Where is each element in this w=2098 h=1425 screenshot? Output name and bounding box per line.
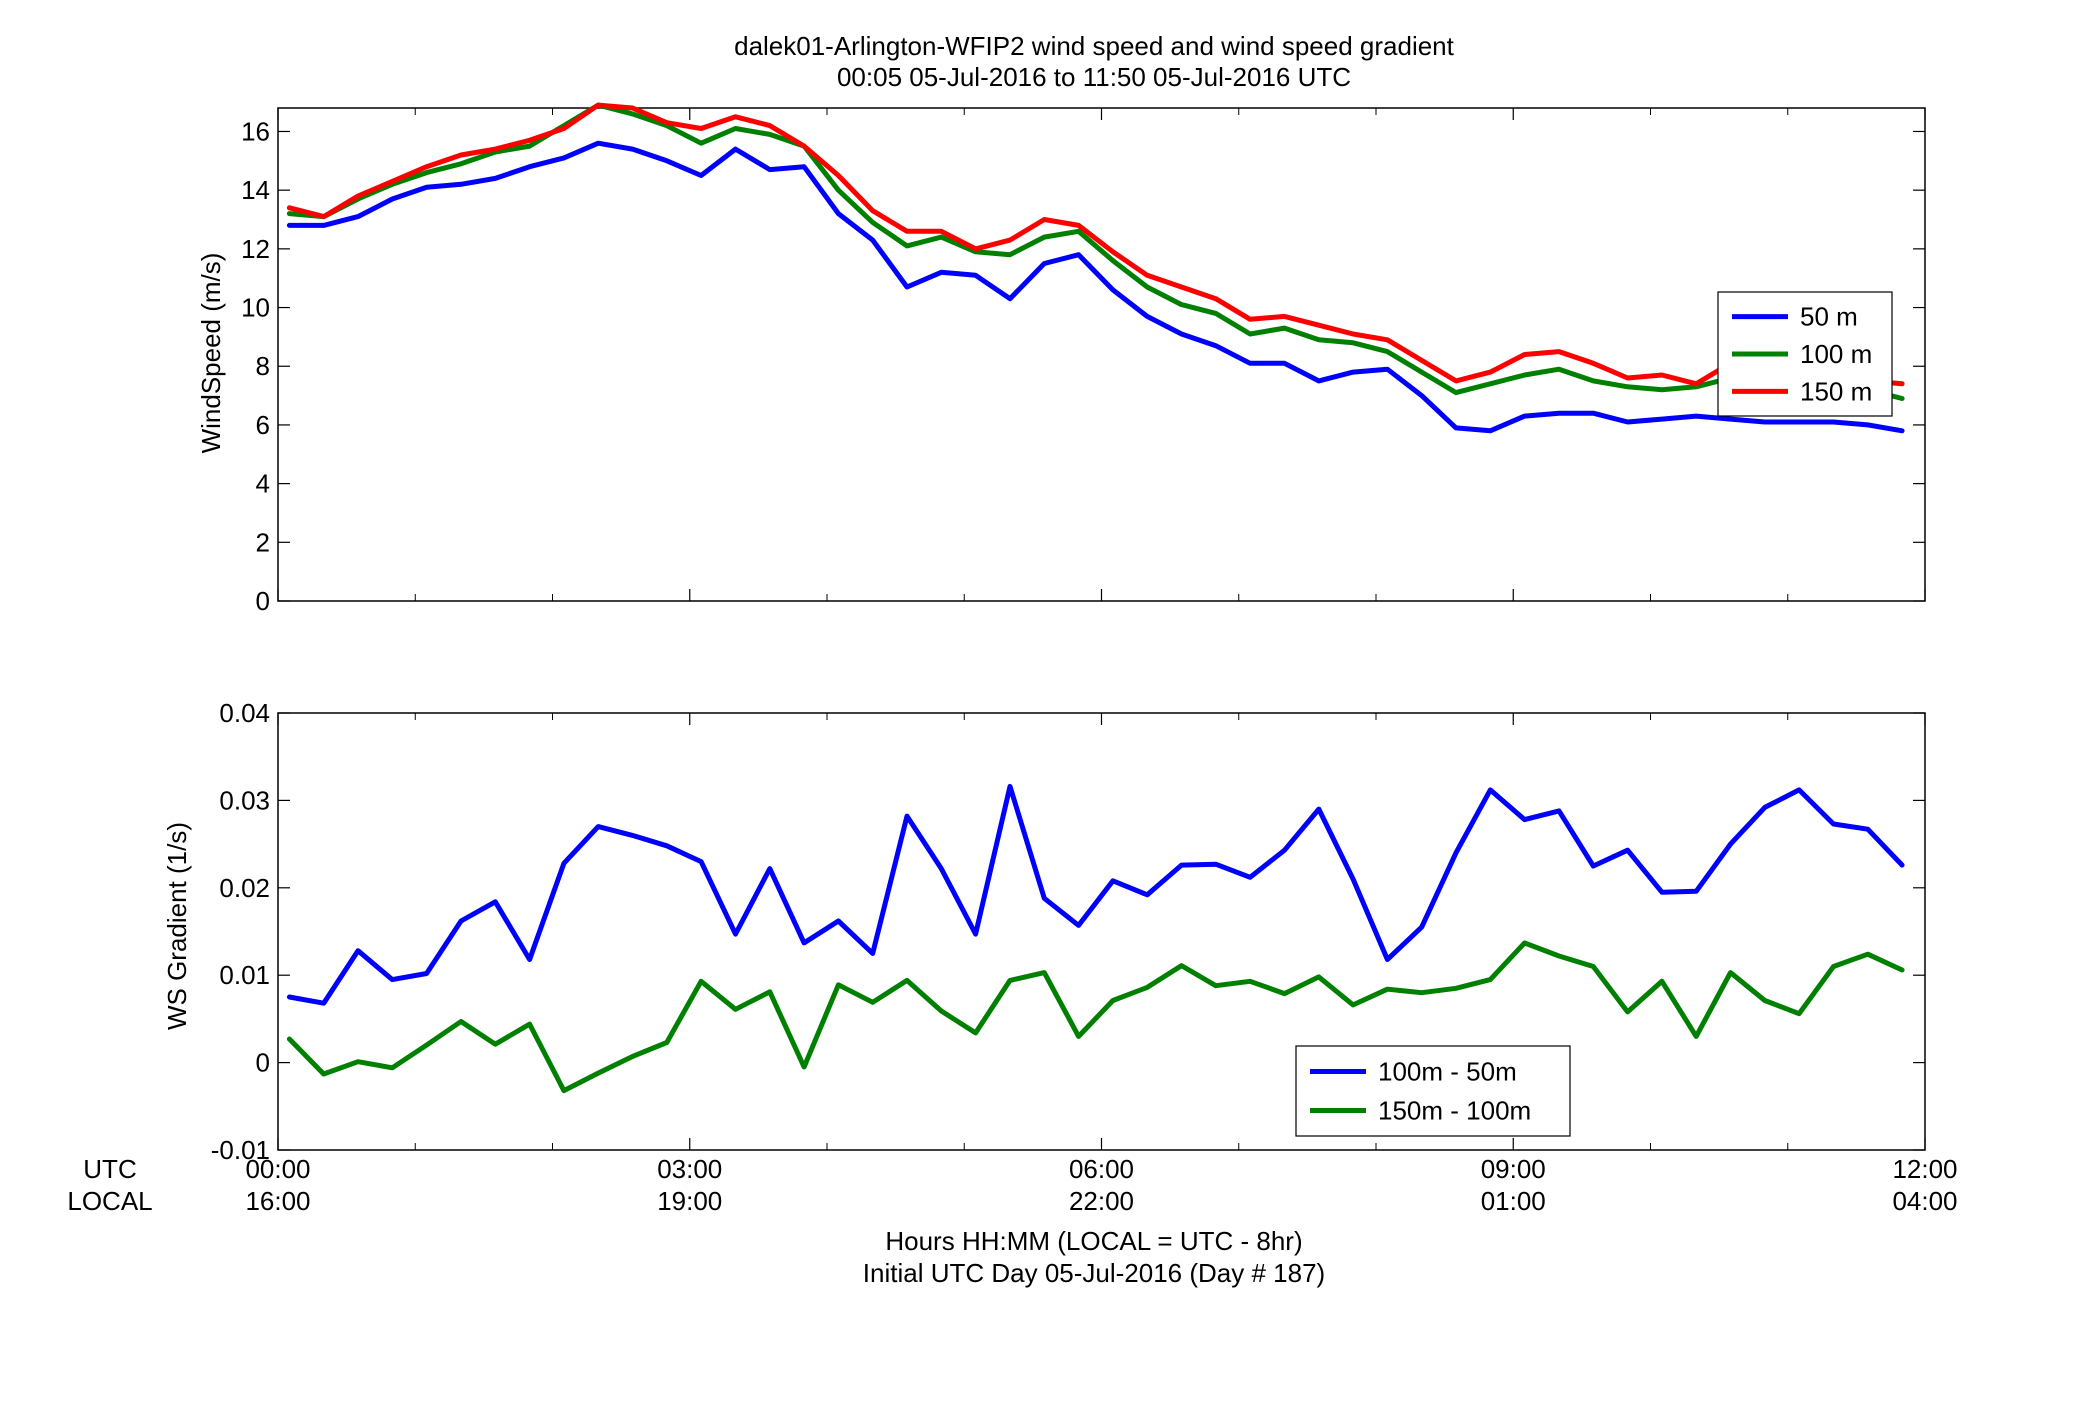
y-tick-label: 0.04 <box>219 698 270 728</box>
x-tick-label-utc: 00:00 <box>245 1154 310 1184</box>
y-tick-label: 0 <box>256 586 270 616</box>
series-line <box>286 940 1905 1094</box>
y-tick-label: 6 <box>256 410 270 440</box>
x-tick-label-local: 22:00 <box>1069 1186 1134 1216</box>
x-tick-label-local: 01:00 <box>1481 1186 1546 1216</box>
y-tick-label: 16 <box>241 116 270 146</box>
windspeed-y-axis-label: WindSpeed (m/s) <box>196 253 226 454</box>
series-line <box>286 140 1905 434</box>
x-axis-label-line1: Hours HH:MM (LOCAL = UTC - 8hr) <box>885 1226 1302 1256</box>
plot-area <box>277 107 1926 602</box>
chart-title-line1: dalek01-Arlington-WFIP2 wind speed and w… <box>734 31 1455 61</box>
local-row-label: LOCAL <box>67 1186 152 1216</box>
gradient-panel: -0.01 0 0.01 0.02 0.03 0.04 100m - 50m 150m - 1… <box>211 698 1926 1165</box>
x-tick-label-local: 16:00 <box>245 1186 310 1216</box>
y-tick-label: 4 <box>256 469 270 499</box>
y-tick-label: 2 <box>256 527 270 557</box>
x-tick-label-utc: 06:00 <box>1069 1154 1134 1184</box>
y-tick-label: 12 <box>241 234 270 264</box>
x-tick-label-utc: 12:00 <box>1892 1154 1957 1184</box>
y-tick-label: 10 <box>241 293 270 323</box>
x-tick-label-local: 04:00 <box>1892 1186 1957 1216</box>
windspeed-panel: 0 2 4 6 8 10 12 14 16 50 m 100 m 150 m <box>241 102 1926 616</box>
chart-title-line2: 00:05 05-Jul-2016 to 11:50 05-Jul-2016 U… <box>837 62 1351 92</box>
series-line <box>286 102 1905 387</box>
gradient-y-axis-label: WS Gradient (1/s) <box>162 822 192 1030</box>
legend-label: 150 m <box>1800 376 1872 406</box>
y-tick-label: -0.01 <box>211 1135 270 1165</box>
legend-label: 100m - 50m <box>1378 1057 1517 1087</box>
legend-label: 100 m <box>1800 339 1872 369</box>
y-tick-label: 0.01 <box>219 960 270 990</box>
y-tick-label: 0.03 <box>219 785 270 815</box>
y-tick-label: 0 <box>256 1048 270 1078</box>
legend: 50 m 100 m 150 m <box>1717 291 1893 417</box>
utc-row-label: UTC <box>83 1154 136 1184</box>
y-tick-label: 8 <box>256 351 270 381</box>
legend-label: 150m - 100m <box>1378 1096 1531 1126</box>
x-tick-label-utc: 03:00 <box>657 1154 722 1184</box>
x-tick-label-local: 19:00 <box>657 1186 722 1216</box>
legend-box <box>1295 1045 1571 1137</box>
y-tick-label: 0.02 <box>219 873 270 903</box>
legend: 100m - 50m 150m - 100m <box>1295 1045 1571 1137</box>
series-line <box>286 783 1905 1006</box>
plot-area <box>277 712 1926 1151</box>
legend-label: 50 m <box>1800 302 1858 332</box>
x-axis-label-line2: Initial UTC Day 05-Jul-2016 (Day # 187) <box>863 1258 1325 1288</box>
x-tick-label-utc: 09:00 <box>1481 1154 1546 1184</box>
y-tick-label: 14 <box>241 175 270 205</box>
